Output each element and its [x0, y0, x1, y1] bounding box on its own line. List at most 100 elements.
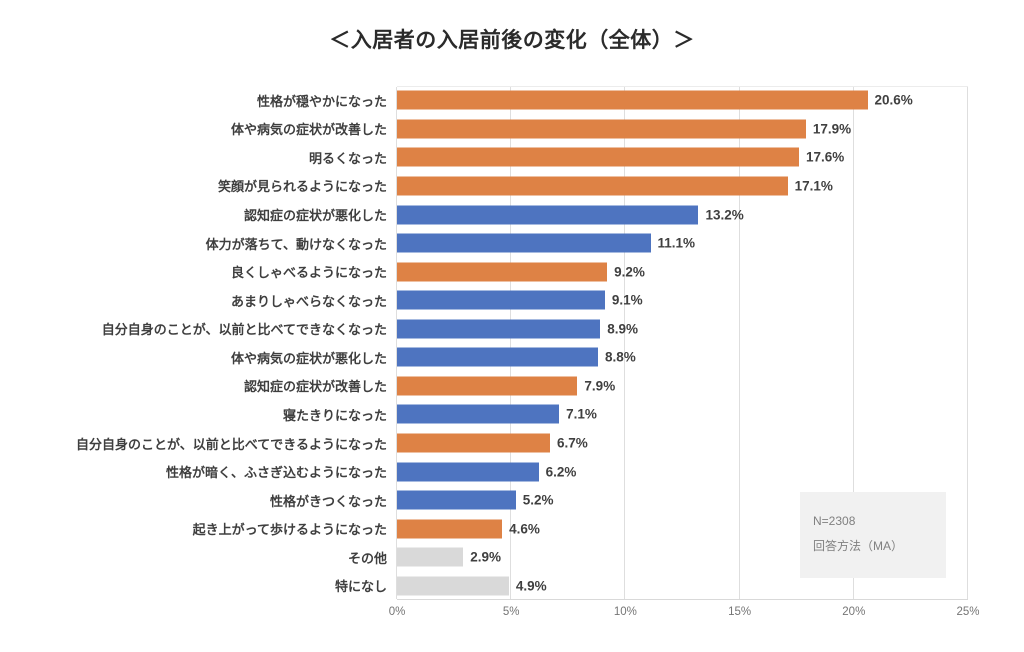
value-label: 9.1%	[611, 292, 643, 308]
bar-row: 性格がきつくなった 5.2%	[0, 486, 968, 515]
category-label: 性格が暗く、ふさぎ込むようになった	[165, 465, 387, 481]
gridline	[624, 87, 626, 599]
x-axis-tick-label: 10%	[613, 606, 637, 618]
bar-track: 8.9%	[397, 315, 968, 344]
value-label: 13.2%	[705, 207, 744, 223]
x-axis-tick-label: 25%	[956, 606, 980, 618]
bar-row: あまりしゃべらなくなった 9.1%	[0, 286, 968, 315]
value-label: 2.9%	[470, 549, 502, 565]
category-label: 認知症の症状が改善した	[243, 379, 387, 395]
category-label: 体力が落ちて、動けなくなった	[205, 236, 387, 252]
bar-track: 6.7%	[397, 429, 968, 458]
chart-title: ＜入居者の入居前後の変化（全体）＞	[329, 29, 695, 52]
x-axis-tick-label: 5%	[502, 606, 520, 618]
x-axis-tick-label: 0%	[388, 606, 406, 618]
bar-track: 5.2%	[397, 486, 968, 515]
gridlines-layer	[396, 86, 968, 600]
value-label: 6.7%	[557, 435, 588, 451]
bar-row: 笑顔が見られるようになった 17.1%	[0, 172, 968, 201]
bar-row: 認知症の症状が悪化した 13.2%	[0, 200, 968, 229]
bar-track: 9.1%	[397, 286, 968, 315]
bar	[397, 376, 578, 396]
bar	[397, 147, 799, 167]
bar	[397, 462, 539, 482]
bar-track: 4.6%	[397, 514, 968, 543]
annotation-box: N=2308 回答方法（MA）	[800, 492, 946, 578]
bar-track: 17.9%	[397, 115, 968, 144]
bar-row: 起き上がって歩けるようになった 4.6%	[0, 514, 968, 543]
value-label: 4.6%	[509, 521, 540, 537]
bar-track: 2.9%	[397, 543, 968, 572]
bar	[397, 404, 560, 424]
bar-row: その他 2.9%	[0, 543, 968, 572]
bar-track: 7.9%	[397, 372, 968, 401]
bar-row: 体や病気の症状が改善した 17.9%	[0, 115, 968, 144]
bar	[397, 490, 516, 510]
category-label: 体や病気の症状が悪化した	[230, 350, 387, 366]
value-label: 5.2%	[522, 492, 554, 508]
bar-row: 体や病気の症状が悪化した 8.8%	[0, 343, 968, 372]
value-label: 17.1%	[794, 178, 833, 194]
annotation-sample-size: N=2308	[813, 514, 856, 528]
bar-row: 自分自身のことが、以前と比べてできなくなった 8.9%	[0, 315, 968, 344]
category-label: 自分自身のことが、以前と比べてできなくなった	[101, 322, 387, 338]
gridline	[396, 87, 397, 599]
bar-track: 11.1%	[397, 229, 968, 258]
bar-track: 4.9%	[397, 572, 968, 601]
bar-row: 性格が暗く、ふさぎ込むようになった 6.2%	[0, 457, 968, 486]
bar-row: 性格が穏やかになった 20.6%	[0, 86, 968, 115]
bar	[397, 205, 699, 225]
value-label: 7.9%	[584, 378, 616, 394]
bar	[397, 519, 503, 539]
gridline	[967, 87, 968, 599]
value-label: 6.2%	[545, 464, 577, 480]
bar-row: 特になし 4.9%	[0, 572, 968, 601]
value-label: 11.1%	[657, 235, 696, 251]
category-label: 特になし	[334, 579, 387, 595]
bar-track: 20.6%	[397, 86, 968, 115]
bar-track: 6.2%	[397, 457, 968, 486]
category-label: その他	[347, 550, 387, 566]
bar	[397, 262, 608, 282]
category-label: 明るくなった	[308, 150, 387, 166]
annotation-response-method: 回答方法（MA）	[813, 539, 904, 553]
gridline	[738, 87, 740, 599]
bar-row: 体力が落ちて、動けなくなった 11.1%	[0, 229, 968, 258]
bar	[397, 90, 868, 110]
x-axis: 0% 5% 10% 15% 20% 25%	[389, 606, 980, 626]
value-label: 8.8%	[604, 349, 636, 365]
bar-track: 13.2%	[397, 200, 968, 229]
bar	[397, 290, 605, 310]
category-label: 性格が穏やかになった	[256, 93, 387, 109]
bar	[397, 433, 551, 453]
category-label: 性格がきつくなった	[269, 493, 387, 509]
category-label: あまりしゃべらなくなった	[230, 293, 387, 309]
x-axis-tick-label: 20%	[842, 606, 866, 618]
bar-row: 認知症の症状が改善した 7.9%	[0, 372, 968, 401]
bar	[397, 347, 598, 367]
gridline	[852, 87, 854, 599]
bar-track: 8.8%	[397, 343, 968, 372]
bar	[397, 547, 464, 567]
bar-track: 17.6%	[397, 143, 968, 172]
bar-row: 明るくなった 17.6%	[0, 143, 968, 172]
category-label: 寝たきりになった	[282, 407, 387, 423]
plot-area: 性格が穏やかになった 20.6% 体や病気の症状が改善した 17.9% 明るくな…	[0, 86, 968, 600]
bar	[397, 576, 509, 596]
value-label: 17.9%	[812, 121, 852, 137]
bar	[397, 233, 651, 253]
category-label: 自分自身のことが、以前と比べてできるようになった	[76, 436, 387, 452]
category-label: 起き上がって歩けるようになった	[192, 522, 387, 538]
bar	[397, 319, 601, 339]
value-label: 17.6%	[805, 149, 845, 165]
value-label: 7.1%	[566, 406, 597, 422]
category-label: 笑顔が見られるようになった	[217, 179, 387, 195]
bar-track: 17.1%	[397, 172, 968, 201]
bar-row: 自分自身のことが、以前と比べてできるようになった 6.7%	[0, 429, 968, 458]
category-label: 体や病気の症状が改善した	[230, 122, 387, 138]
bar-track: 7.1%	[397, 400, 968, 429]
bar	[397, 119, 806, 139]
value-label: 9.2%	[614, 264, 645, 280]
bar-track: 9.2%	[397, 257, 968, 286]
